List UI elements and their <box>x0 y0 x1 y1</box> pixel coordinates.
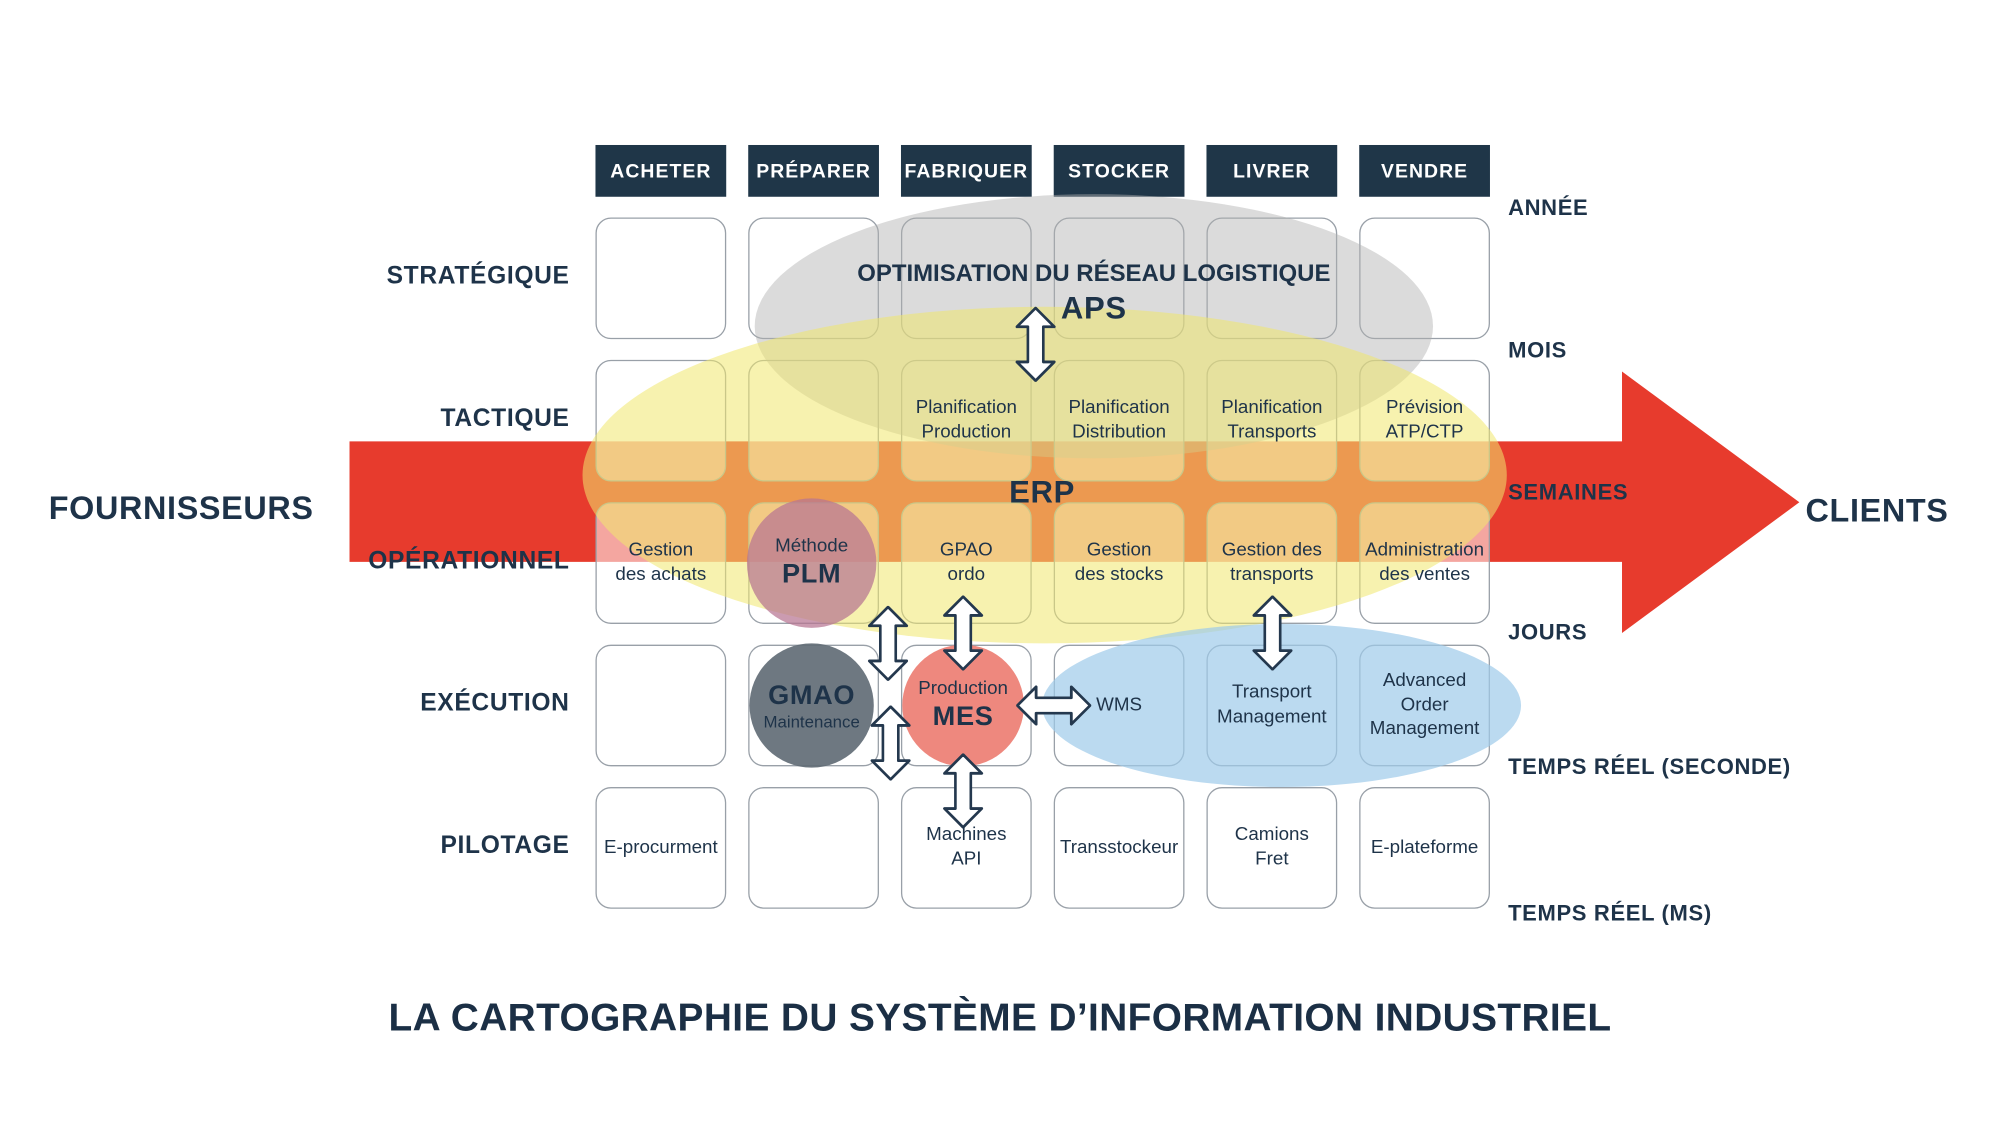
fournisseurs-label: FOURNISSEURS <box>48 490 314 527</box>
column-header-fabriquer: FABRIQUER <box>900 144 1032 197</box>
grid-cell <box>595 644 727 767</box>
column-header-livrer: LIVRER <box>1206 144 1338 197</box>
grid-cell <box>1359 217 1490 340</box>
grid-cell <box>1206 787 1338 909</box>
time-label-jours: JOURS <box>1508 620 1588 645</box>
arrow-erp-mes-icon <box>941 595 985 671</box>
gmao-circle: GMAO Maintenance <box>749 643 874 768</box>
column-header-stocker: STOCKER <box>1053 144 1185 197</box>
time-label-temps-reel-ms: TEMPS RÉEL (MS) <box>1508 900 1712 926</box>
erp-name: ERP <box>1009 475 1075 511</box>
grid-cell <box>1053 787 1185 909</box>
row-label-strategique: STRATÉGIQUE <box>386 262 570 290</box>
time-label-semaines: SEMAINES <box>1508 480 1629 505</box>
page-title: LA CARTOGRAPHIE DU SYSTÈME D’INFORMATION… <box>388 996 1612 1040</box>
arrow-gmao-mes-icon <box>869 705 913 781</box>
arrow-erp-gmao-icon <box>866 605 910 682</box>
arrow-mes-machines-icon <box>941 753 985 829</box>
grid-cell <box>595 217 727 340</box>
mes-subtitle: Production <box>918 677 1008 699</box>
arrow-erp-transport-icon <box>1250 595 1294 671</box>
mes-name: MES <box>932 701 994 732</box>
grid-cell <box>595 787 727 909</box>
clients-label: CLIENTS <box>1805 493 1949 530</box>
grid-cell <box>748 217 879 340</box>
row-label-pilotage: PILOTAGE <box>440 832 570 860</box>
time-label-mois: MOIS <box>1508 337 1567 363</box>
plm-name: PLM <box>781 559 842 590</box>
row-label-tactique: TACTIQUE <box>440 405 570 433</box>
grid-cell <box>748 787 879 909</box>
process-column-headers: ACHETER PRÉPARER FABRIQUER STOCKER LIVRE… <box>595 144 1490 197</box>
column-header-vendre: VENDRE <box>1359 144 1490 197</box>
row-label-execution: EXÉCUTION <box>420 689 570 718</box>
aps-name: APS <box>1060 291 1127 327</box>
column-header-preparer: PRÉPARER <box>748 144 879 197</box>
arrow-mes-wms-icon <box>1015 683 1092 727</box>
grid-cell <box>1359 787 1490 909</box>
time-label-annee: ANNÉE <box>1508 195 1589 221</box>
row-label-operationnel: OPÉRATIONNEL <box>368 547 570 575</box>
column-header-acheter: ACHETER <box>595 144 727 197</box>
time-label-temps-reel-sec: TEMPS RÉEL (SECONDE) <box>1508 754 1791 780</box>
gmao-name: GMAO <box>768 680 856 711</box>
gmao-subtitle: Maintenance <box>763 711 860 732</box>
plm-subtitle: Méthode <box>775 535 849 557</box>
plm-circle: Méthode PLM <box>746 498 877 628</box>
arrow-aps-erp-icon <box>1014 306 1058 383</box>
aps-title: OPTIMISATION DU RÉSEAU LOGISTIQUE <box>857 258 1331 287</box>
